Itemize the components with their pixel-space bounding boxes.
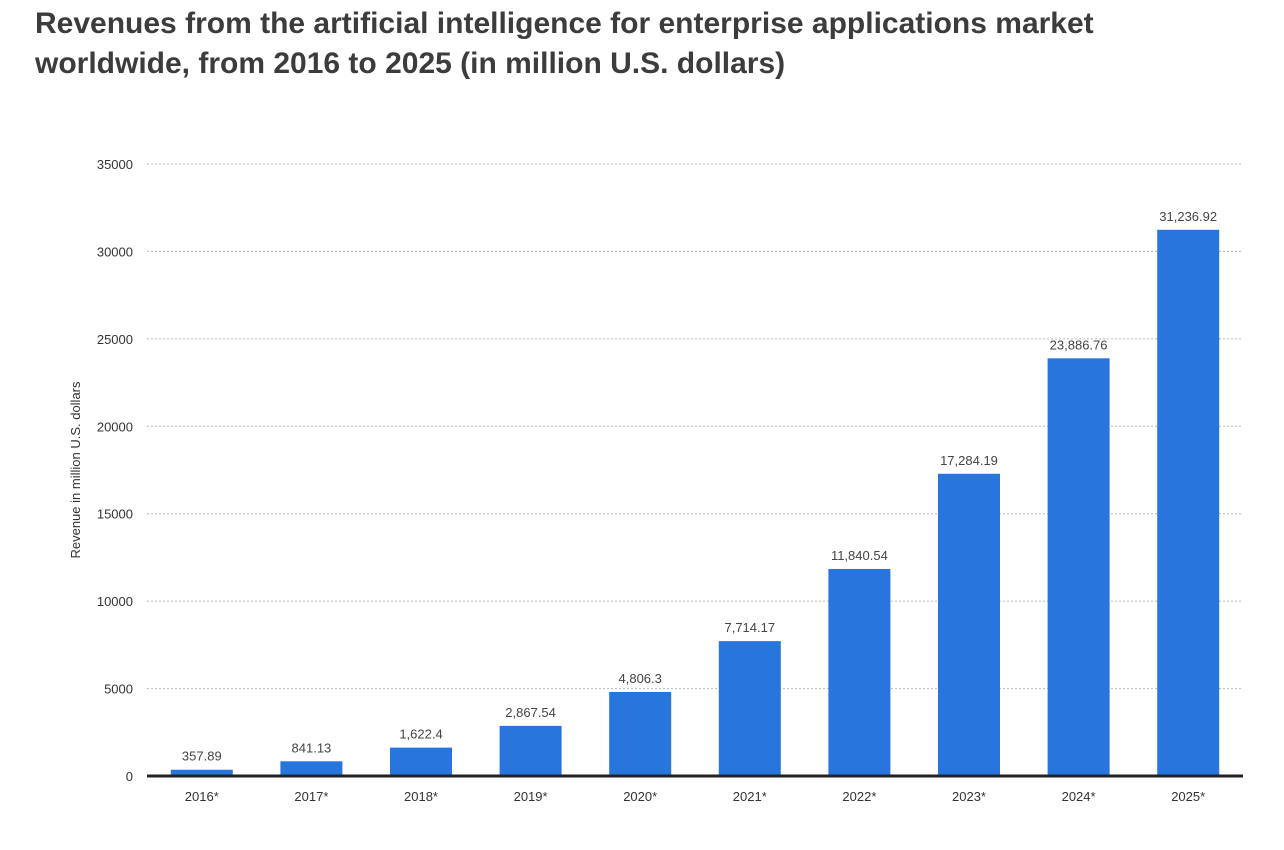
y-axis-label: Revenue in million U.S. dollars [68, 381, 83, 559]
x-tick-label: 2023* [952, 789, 986, 804]
bar [499, 725, 562, 776]
chart-title: Revenues from the artificial intelligenc… [35, 7, 1094, 80]
y-tick-label: 5000 [104, 682, 133, 697]
bar [609, 691, 672, 776]
x-tick-label: 2018* [404, 789, 438, 804]
data-label: 17,284.19 [940, 453, 998, 468]
y-tick-label: 0 [126, 769, 133, 784]
x-tick-label: 2019* [514, 789, 548, 804]
x-tick-label: 2022* [842, 789, 876, 804]
data-label: 841.13 [292, 740, 332, 755]
bar [1157, 229, 1220, 776]
data-label: 31,236.92 [1159, 209, 1217, 224]
bar [938, 473, 1000, 776]
x-tick-label: 2016* [185, 789, 219, 804]
bar [280, 761, 343, 776]
data-label: 23,886.76 [1050, 337, 1108, 352]
data-label: 7,714.17 [724, 620, 775, 635]
bar [718, 641, 781, 776]
y-tick-label: 15000 [97, 507, 133, 522]
x-tick-label: 2020* [623, 789, 657, 804]
data-label: 1,622.4 [399, 727, 442, 742]
bar [828, 568, 891, 776]
bar [390, 747, 452, 776]
y-tick-label: 10000 [97, 594, 133, 609]
data-label: 2,867.54 [505, 705, 556, 720]
data-label: 11,840.54 [831, 548, 888, 563]
y-tick-label: 30000 [97, 244, 133, 259]
data-label: 357.89 [182, 749, 222, 764]
y-tick-label: 20000 [97, 419, 133, 434]
x-tick-label: 2025* [1171, 789, 1205, 804]
x-tick-label: 2021* [733, 789, 767, 804]
x-tick-label: 2017* [294, 789, 328, 804]
bar [1047, 358, 1110, 776]
bar [170, 769, 233, 776]
data-label: 4,806.3 [619, 671, 662, 686]
x-tick-label: 2024* [1062, 789, 1096, 804]
y-tick-label: 35000 [97, 157, 133, 172]
y-tick-label: 25000 [97, 332, 133, 347]
